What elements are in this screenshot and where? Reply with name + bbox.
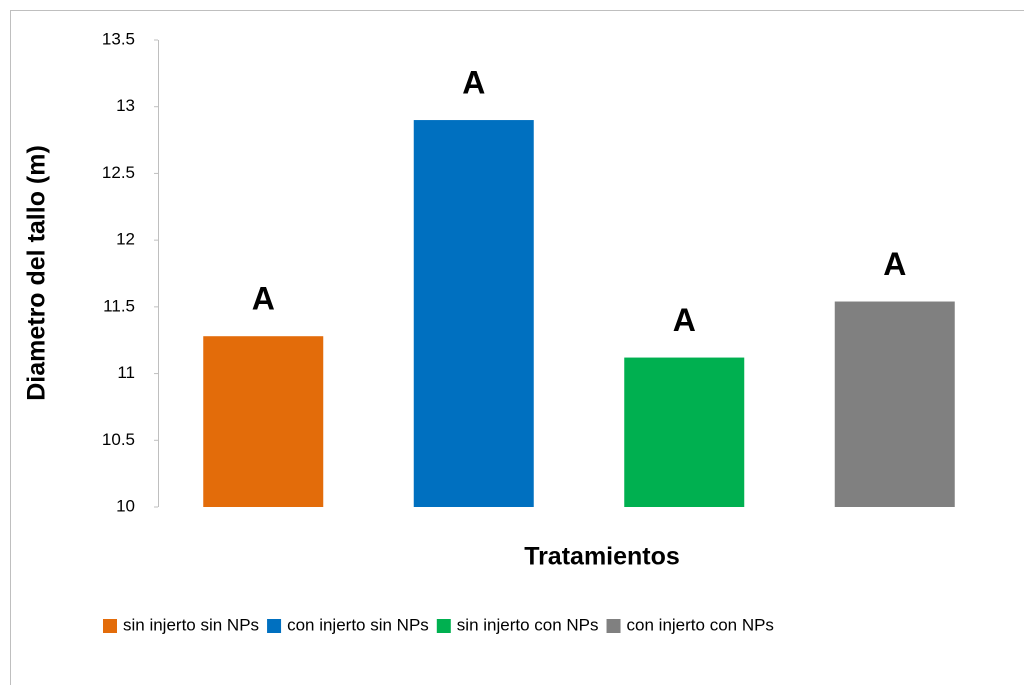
- bar-annotation: A: [673, 302, 696, 338]
- y-tick-label: 10: [116, 496, 135, 515]
- y-tick-label: 13.5: [102, 29, 135, 48]
- bar-annotation: A: [462, 65, 485, 101]
- bar-annotation: A: [883, 246, 906, 282]
- bar: [834, 301, 955, 507]
- y-tick-label: 12.5: [102, 163, 135, 182]
- chart-border: [10, 10, 1024, 685]
- legend-swatch: [103, 619, 117, 633]
- y-tick-label: 11: [117, 363, 135, 382]
- y-tick-label: 10.5: [102, 430, 135, 449]
- bar: [203, 336, 324, 507]
- x-axis-label: Tratamientos: [524, 543, 680, 571]
- legend-label: sin injerto sin NPs: [123, 615, 259, 634]
- y-tick-label: 13: [116, 96, 135, 115]
- bar: [624, 357, 745, 507]
- legend-label: sin injerto con NPs: [457, 615, 599, 634]
- legend-label: con injerto sin NPs: [287, 615, 429, 634]
- y-axis-label: Diametro del tallo (m): [23, 145, 51, 401]
- legend-label: con injerto con NPs: [627, 615, 774, 634]
- bar-annotation: A: [252, 281, 275, 317]
- legend-swatch: [267, 619, 282, 633]
- bar: [413, 120, 534, 508]
- y-tick-label: 12: [116, 230, 135, 249]
- legend-swatch: [436, 619, 451, 633]
- legend-swatch: [606, 619, 621, 633]
- y-tick-label: 11.5: [103, 296, 135, 315]
